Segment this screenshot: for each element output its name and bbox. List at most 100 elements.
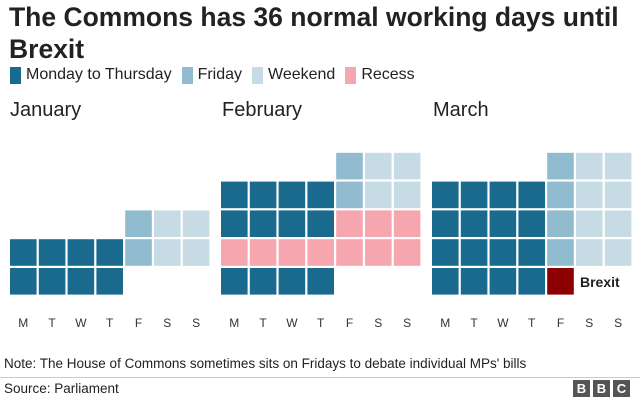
legend-item-friday: Friday — [181, 66, 243, 84]
legend-label-friday: Friday — [197, 66, 243, 83]
day-cell-march-w2-d0 — [432, 210, 459, 237]
day-cell-march-w3-d3 — [518, 239, 545, 266]
day-cell-february-w0-d4 — [336, 152, 363, 180]
day-cell-march-w3-d6 — [604, 239, 632, 266]
weekday-label-march-2: W — [497, 316, 509, 330]
day-cell-february-w3-d3 — [307, 239, 334, 266]
day-cell-march-w1-d2 — [489, 181, 517, 209]
footer-divider — [0, 377, 640, 378]
legend-item-mon-thu: Monday to Thursday — [10, 66, 172, 84]
day-cell-february-w1-d4 — [336, 181, 363, 209]
day-cell-february-w3-d1 — [249, 239, 277, 266]
brexit-annotation: Brexit — [580, 274, 620, 290]
day-cell-march-w1-d5 — [576, 181, 603, 209]
weekday-label-february-5: S — [374, 316, 382, 330]
day-cell-march-w1-d3 — [518, 181, 545, 209]
day-cell-february-w0-d5 — [365, 152, 392, 180]
day-cell-january-w1-d4 — [125, 239, 152, 266]
day-cell-march-w4-d3 — [518, 268, 545, 295]
day-cell-january-w2-d3 — [96, 268, 123, 295]
day-cell-january-w0-d4 — [125, 210, 152, 237]
day-cell-february-w1-d3 — [307, 181, 334, 209]
day-cell-march-w2-d4 — [547, 210, 574, 237]
day-cell-march-w3-d0 — [432, 239, 459, 266]
weekday-label-february-0: M — [229, 316, 239, 330]
day-cell-february-w1-d5 — [365, 181, 392, 209]
day-cell-january-w0-d6 — [182, 210, 210, 237]
logo-letter-b1: B — [573, 380, 590, 397]
month-label-january: January — [10, 99, 82, 121]
legend-swatch-mon-thu — [10, 66, 21, 84]
day-cell-january-w2-d2 — [67, 268, 95, 295]
month-label-february: February — [222, 99, 303, 121]
day-cell-march-w4-d2 — [489, 268, 517, 295]
day-cell-february-w2-d4 — [336, 210, 363, 237]
day-cell-january-w2-d0 — [10, 268, 37, 295]
day-cell-february-w3-d0 — [221, 239, 248, 266]
logo-letter-b2: B — [593, 380, 610, 397]
day-cell-march-w1-d1 — [460, 181, 488, 209]
day-cell-february-w2-d6 — [393, 210, 421, 237]
day-cell-march-w4-d0 — [432, 268, 459, 295]
day-cell-january-w1-d6 — [182, 239, 210, 266]
legend: Monday to Thursday Friday Weekend Recess — [10, 66, 425, 84]
weekday-label-february-4: F — [346, 316, 353, 330]
day-cell-february-w2-d2 — [278, 210, 306, 237]
day-cell-march-w3-d5 — [576, 239, 603, 266]
day-cell-march-w0-d4 — [547, 152, 574, 180]
day-cell-january-w1-d1 — [38, 239, 66, 266]
day-cell-january-w1-d2 — [67, 239, 95, 266]
day-cell-february-w2-d1 — [249, 210, 277, 237]
day-cell-march-w0-d6 — [604, 152, 632, 180]
day-cell-march-w2-d5 — [576, 210, 603, 237]
weekday-label-january-3: T — [106, 316, 114, 330]
bbc-logo: B B C — [570, 380, 630, 397]
calendar-chart: M T W T F S S M T W T F S S Brexit M T W T F S S — [10, 152, 632, 330]
day-cell-february-w3-d6 — [393, 239, 421, 266]
legend-label-weekend: Weekend — [268, 66, 336, 83]
day-cell-february-w1-d0 — [221, 181, 248, 209]
weekday-label-march-5: S — [585, 316, 593, 330]
day-cell-february-w0-d6 — [393, 152, 421, 180]
day-cell-january-w1-d3 — [96, 239, 123, 266]
day-cell-february-w2-d5 — [365, 210, 392, 237]
day-cell-march-w4-d4 — [547, 268, 574, 295]
weekday-label-february-6: S — [403, 316, 411, 330]
logo-letter-c: C — [613, 380, 630, 397]
day-cell-march-w2-d2 — [489, 210, 517, 237]
weekday-label-march-3: T — [528, 316, 536, 330]
legend-label-recess: Recess — [361, 66, 415, 83]
day-cell-march-w3-d2 — [489, 239, 517, 266]
weekday-label-february-3: T — [317, 316, 325, 330]
day-cell-february-w3-d2 — [278, 239, 306, 266]
legend-swatch-weekend — [252, 66, 264, 84]
day-cell-february-w3-d4 — [336, 239, 363, 266]
day-cell-february-w4-d1 — [249, 268, 277, 295]
day-cell-february-w4-d3 — [307, 268, 334, 295]
day-cell-march-w2-d6 — [604, 210, 632, 237]
day-cell-march-w1-d0 — [432, 181, 459, 209]
month-label-march: March — [433, 99, 489, 121]
day-cell-march-w1-d4 — [547, 181, 574, 209]
weekday-label-january-5: S — [163, 316, 171, 330]
weekday-label-january-4: F — [135, 316, 142, 330]
day-cell-january-w0-d5 — [154, 210, 181, 237]
weekday-label-march-1: T — [470, 316, 478, 330]
weekday-label-january-0: M — [18, 316, 28, 330]
weekday-label-february-2: W — [286, 316, 298, 330]
legend-swatch-recess — [345, 66, 357, 84]
day-cell-march-w2-d1 — [460, 210, 488, 237]
source-text: Source: Parliament — [4, 381, 119, 396]
weekday-label-january-1: T — [48, 316, 56, 330]
day-cell-march-w4-d1 — [460, 268, 488, 295]
weekday-label-january-2: W — [75, 316, 87, 330]
chart-title: The Commons has 36 normal working days u… — [9, 2, 619, 64]
weekday-label-march-6: S — [614, 316, 622, 330]
weekday-label-january-6: S — [192, 316, 200, 330]
day-cell-february-w2-d0 — [221, 210, 248, 237]
day-cell-january-w1-d0 — [10, 239, 37, 266]
day-cell-march-w1-d6 — [604, 181, 632, 209]
day-cell-february-w4-d0 — [221, 268, 248, 295]
day-cell-march-w2-d3 — [518, 210, 545, 237]
legend-swatch-friday — [181, 66, 193, 84]
